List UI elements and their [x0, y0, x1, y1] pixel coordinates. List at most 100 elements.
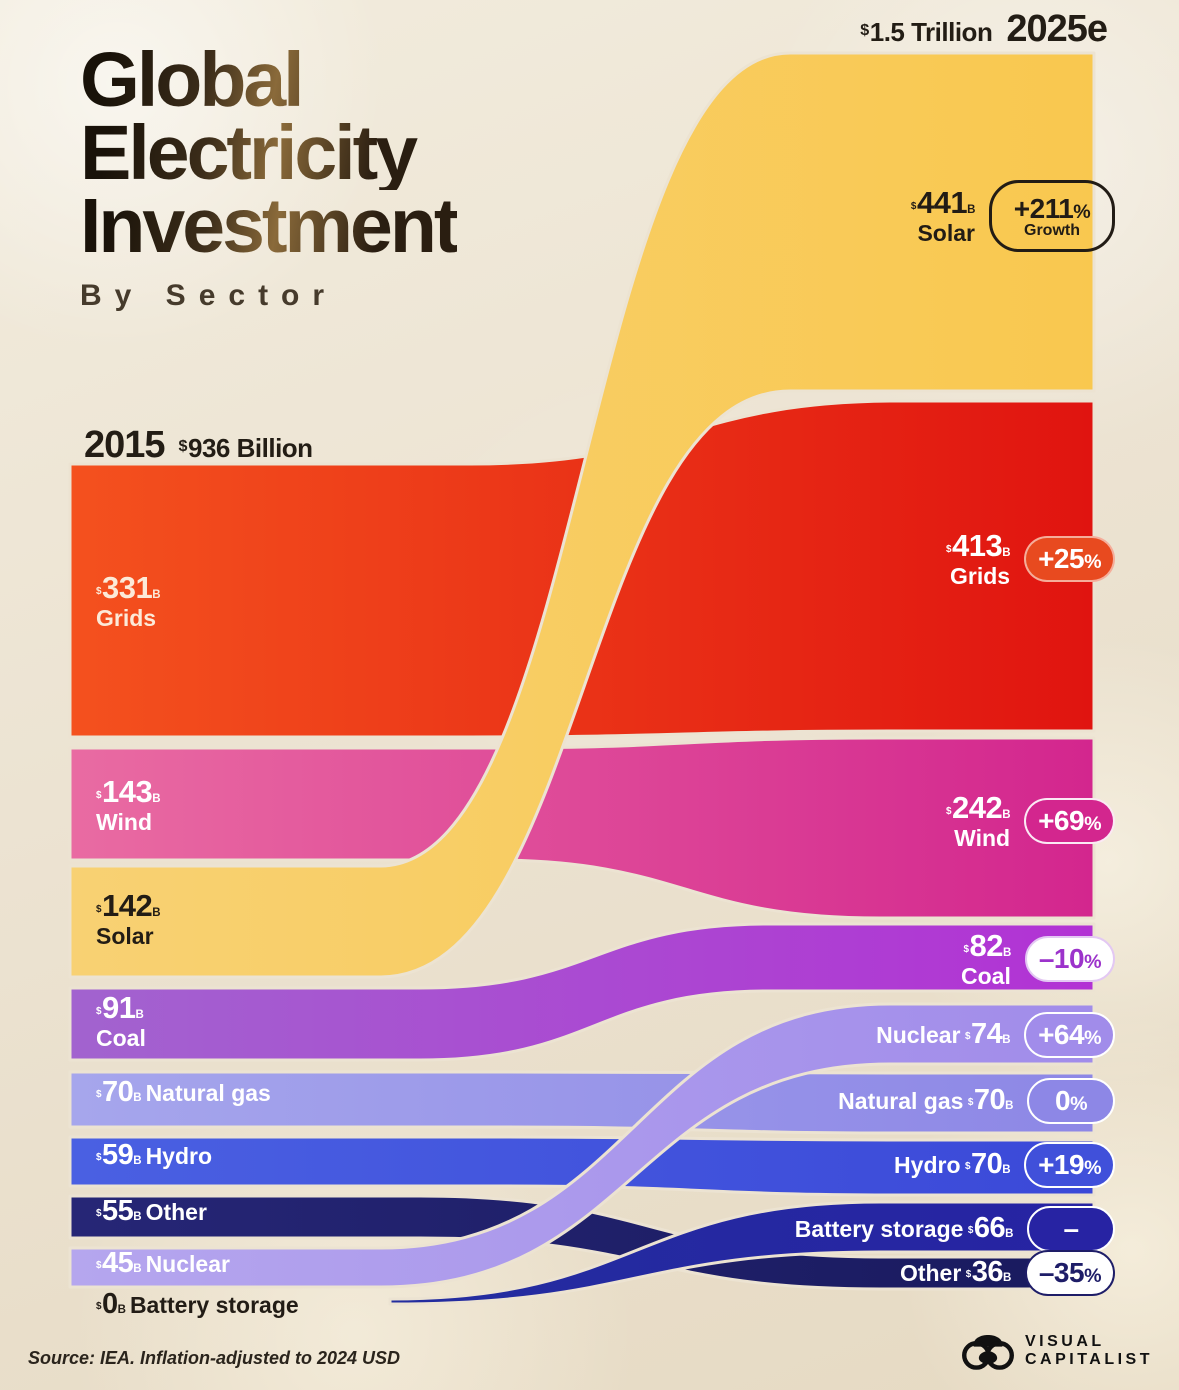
dollar-sign: $	[96, 790, 102, 802]
dollar-sign: $	[178, 436, 188, 455]
value-2015-hydro: $59B	[96, 1140, 142, 1170]
dollar-sign: $	[96, 1152, 102, 1164]
dollar-sign: $	[96, 1208, 102, 1220]
value-2025-battery-storage: $66B	[968, 1213, 1014, 1243]
growth-value: +69%	[1038, 805, 1101, 837]
sector-name-natural-gas: Natural gas	[838, 1088, 964, 1115]
value-number: 45	[102, 1247, 134, 1279]
value-number: 59	[102, 1139, 134, 1171]
sector-name-coal: Coal	[96, 1024, 146, 1051]
label-2025-coal: $82B Coal –10%	[961, 930, 1115, 988]
growth-number: +25	[1038, 543, 1085, 575]
sector-name-solar: Solar	[917, 219, 975, 246]
value-number: 142	[102, 888, 153, 923]
growth-value: +25%	[1038, 543, 1101, 575]
sector-name-other: Other	[145, 1199, 207, 1225]
percent-sign: %	[1084, 813, 1101, 836]
flow-band-coal	[68, 922, 1096, 1062]
growth-number: –35	[1038, 1257, 1085, 1288]
dollar-sign: $	[964, 1031, 971, 1043]
label-2025-natural-gas-text: Natural gas $70B	[838, 1084, 1013, 1117]
growth-number: +211	[1013, 192, 1074, 224]
dollar-sign: $	[96, 1301, 102, 1313]
dollar-sign: $	[910, 201, 917, 213]
dollar-sign: $	[945, 544, 952, 556]
value-suffix: B	[1005, 1228, 1013, 1241]
sector-name-coal: Coal	[961, 962, 1011, 989]
sector-name-battery-storage: Battery storage	[129, 1292, 299, 1318]
flow-band-gas	[68, 1070, 1096, 1135]
value-number: 413	[952, 528, 1003, 563]
value-suffix: B	[1002, 547, 1011, 559]
growth-badge-coal: –10%	[1024, 936, 1115, 983]
value-2025-nuclear: $74B	[964, 1019, 1011, 1049]
dollar-sign: $	[963, 944, 970, 956]
label-2025-nuclear-text: Nuclear $74B	[876, 1019, 1011, 1050]
label-2015-wind: $143B Wind	[96, 776, 161, 834]
growth-number: 0	[1054, 1085, 1071, 1116]
growth-word: Growth	[1024, 221, 1080, 239]
percent-sign: %	[1084, 1157, 1101, 1179]
growth-value: –	[1063, 1213, 1079, 1245]
label-2015-nuclear: $45B Nuclear	[96, 1248, 230, 1279]
visual-capitalist-logo: VISUAL CAPITALIST	[961, 1330, 1153, 1372]
value-suffix: B	[133, 1092, 142, 1104]
title-line-2: Electricity	[80, 115, 457, 192]
value-2015-other: $55B	[96, 1196, 142, 1226]
label-2015-hydro: $59B Hydro	[96, 1140, 212, 1171]
value-2015-solar: $142B	[96, 888, 161, 923]
value-suffix: B	[135, 1009, 144, 1021]
value-suffix: B	[152, 907, 161, 919]
label-2015-grids: $331B Grids	[96, 572, 161, 631]
value-number: 74	[970, 1018, 1003, 1051]
sector-name-nuclear: Nuclear	[145, 1251, 230, 1277]
value-suffix: B	[1002, 1034, 1011, 1047]
sector-name-grids: Grids	[96, 604, 157, 631]
title-line-3: Investment	[80, 183, 460, 270]
value-number: 70	[973, 1084, 1006, 1117]
growth-number: +19	[1038, 1149, 1085, 1180]
value-suffix: B	[133, 1263, 142, 1275]
axis-2015-total: $936 Billion	[178, 433, 314, 464]
dollar-sign: $	[967, 1097, 974, 1109]
sector-name-wind: Wind	[954, 824, 1011, 851]
value-suffix: B	[133, 1155, 142, 1167]
growth-badge-other: –35%	[1024, 1250, 1115, 1296]
dollar-sign: $	[964, 1161, 971, 1173]
sector-name-battery-storage: Battery storage	[794, 1216, 964, 1243]
logo-word-capitalist: CAPITALIST	[1024, 1351, 1153, 1368]
value-2025-hydro: $70B	[964, 1149, 1011, 1179]
growth-badge-wind: +69%	[1024, 798, 1115, 845]
value-number: 70	[970, 1148, 1003, 1181]
dollar-sign: $	[860, 20, 869, 39]
value-number: 55	[102, 1195, 134, 1227]
label-2025-wind-text: $242B Wind	[946, 792, 1011, 851]
value-number: 91	[102, 990, 136, 1025]
label-2025-solar-text: $441B Solar	[910, 187, 976, 246]
axis-2015: 2015 $936 Billion	[84, 424, 313, 467]
growth-number: +69	[1038, 805, 1085, 837]
axis-2015-total-text: 936 Billion	[188, 433, 313, 463]
label-2025-battery-storage: Battery storage $66B –	[795, 1206, 1115, 1252]
axis-2025-year: 2025e	[1006, 8, 1108, 50]
value-suffix: B	[1003, 947, 1011, 959]
axis-2015-year: 2015	[84, 424, 166, 466]
visual-capitalist-logo-icon	[961, 1334, 1014, 1370]
subtitle: By Sector	[80, 279, 338, 313]
label-2025-other-text: Other $36B	[900, 1257, 1011, 1288]
growth-number: –10	[1038, 943, 1085, 975]
value-2015-wind: $143B	[96, 776, 161, 808]
growth-value: +211%	[1013, 192, 1091, 225]
value-suffix: B	[1002, 1164, 1011, 1177]
value-2015-nuclear: $45B	[96, 1248, 142, 1278]
growth-number: +64	[1038, 1019, 1085, 1050]
value-2015-coal: $91B	[96, 992, 146, 1024]
sector-name-nuclear: Nuclear	[876, 1022, 961, 1049]
label-2025-nuclear: Nuclear $74B +64%	[876, 1012, 1115, 1058]
value-2025-grids: $413B	[945, 528, 1011, 563]
percent-sign: %	[1084, 1265, 1101, 1287]
axis-2025-total-text: 1.5 Trillion	[869, 17, 993, 47]
axis-2025: $1.5 Trillion 2025e	[860, 8, 1108, 51]
